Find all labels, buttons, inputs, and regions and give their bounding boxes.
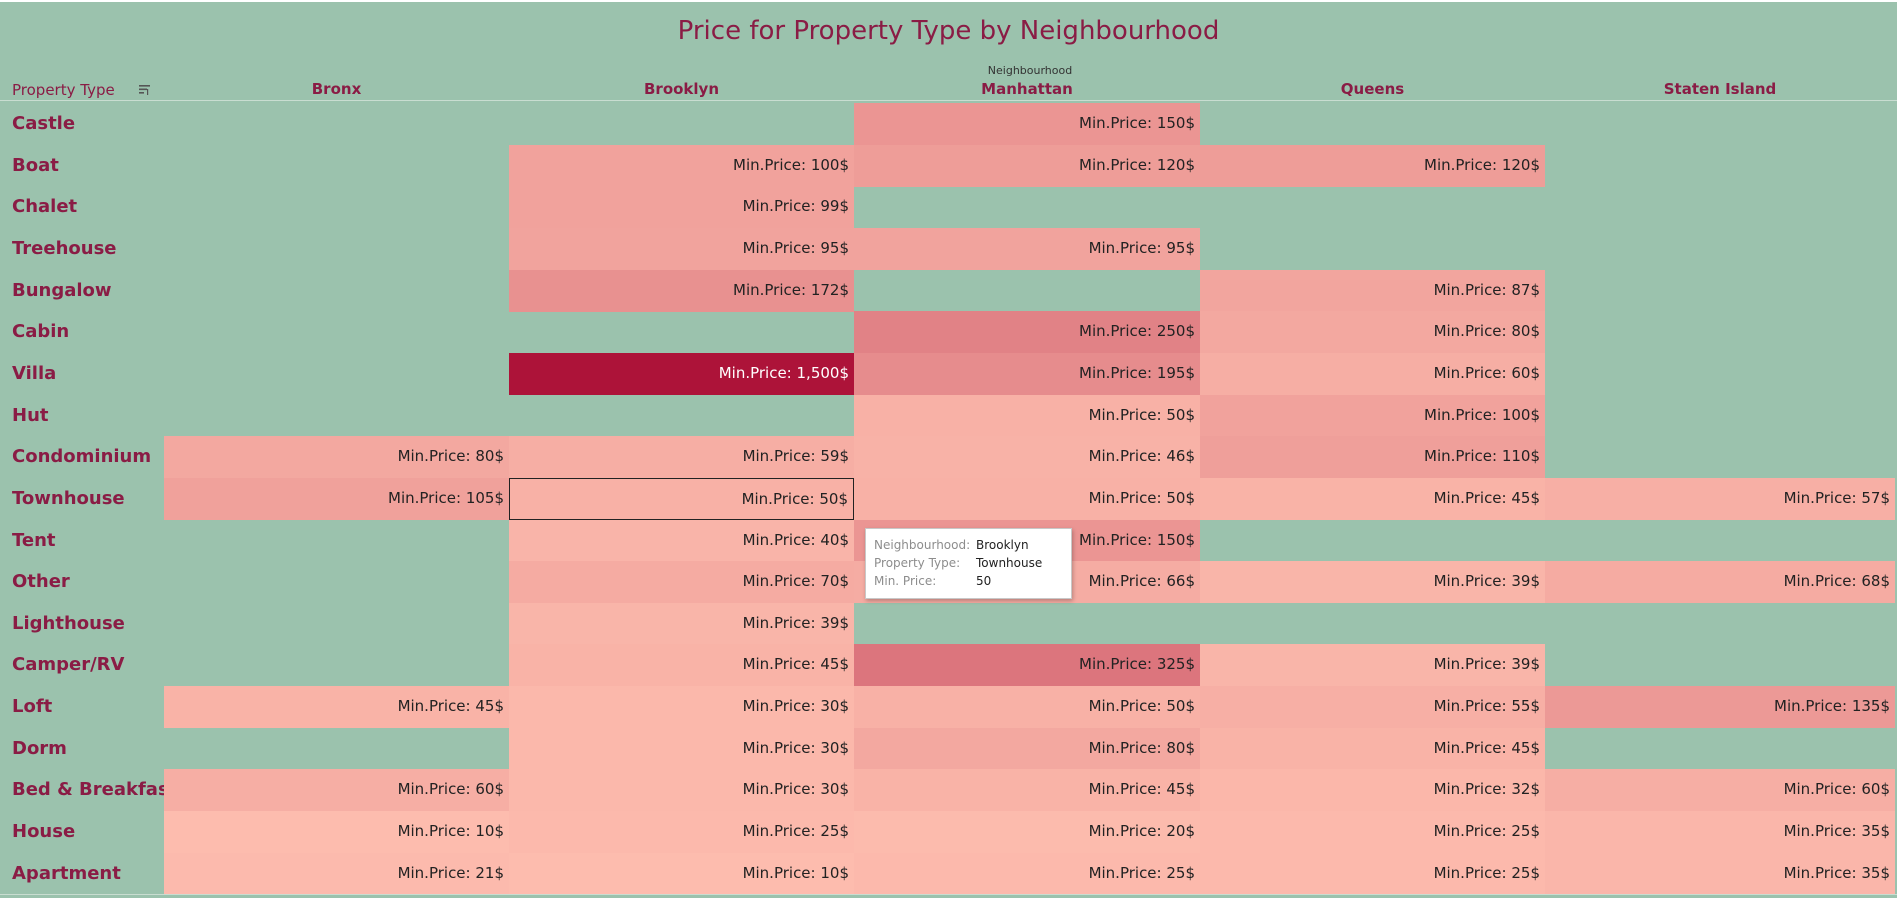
row-label[interactable]: Cabin [12, 321, 70, 343]
heatmap-cell[interactable]: Min.Price: 45$ [854, 769, 1200, 812]
row-label[interactable]: Chalet [12, 196, 78, 218]
heatmap-cell[interactable]: Min.Price: 30$ [509, 769, 854, 812]
tooltip-min-price-row: Min. Price: 50 [874, 574, 991, 590]
heatmap-cell[interactable]: Min.Price: 40$ [509, 519, 854, 562]
row-label[interactable]: Camper/RV [12, 654, 125, 676]
heatmap-cell[interactable]: Min.Price: 120$ [854, 144, 1200, 187]
row-label[interactable]: Treehouse [12, 237, 117, 259]
heatmap-cell[interactable]: Min.Price: 80$ [164, 436, 509, 479]
tooltip-property-type-label: Property Type: [874, 556, 961, 570]
heatmap-cell[interactable]: Min.Price: 50$ [854, 686, 1200, 729]
heatmap-cell[interactable]: Min.Price: 60$ [1200, 352, 1545, 396]
heatmap-cell[interactable]: Min.Price: 99$ [509, 186, 854, 229]
heatmap-cell[interactable]: Min.Price: 25$ [1200, 852, 1545, 895]
row-label[interactable]: Apartment [12, 862, 121, 884]
hover-tooltip: Neighbourhood: Brooklyn Property Type: Tow… [865, 528, 1072, 599]
header-divider [0, 100, 1897, 101]
heatmap-cell[interactable]: Min.Price: 60$ [1545, 769, 1895, 812]
heatmap-cell[interactable]: Min.Price: 10$ [509, 852, 854, 895]
tooltip-neighbourhood-value: Brooklyn [976, 538, 1029, 552]
sort-icon[interactable] [139, 84, 151, 96]
heatmap-cell[interactable]: Min.Price: 80$ [1200, 311, 1545, 354]
heatmap-cell[interactable]: Min.Price: 39$ [1200, 561, 1545, 604]
heatmap-cell[interactable]: Min.Price: 70$ [509, 561, 854, 604]
heatmap-cell[interactable]: Min.Price: 87$ [1200, 269, 1545, 312]
heatmap-cell[interactable]: Min.Price: 172$ [509, 269, 854, 312]
heatmap-cell[interactable]: Min.Price: 59$ [509, 436, 854, 479]
heatmap-cell[interactable]: Min.Price: 57$ [1545, 477, 1895, 521]
heatmap-cell[interactable]: Min.Price: 25$ [1200, 811, 1545, 854]
heatmap-cell[interactable]: Min.Price: 32$ [1200, 769, 1545, 812]
heatmap-cell[interactable]: Min.Price: 80$ [854, 727, 1200, 770]
row-label[interactable]: Villa [12, 362, 57, 384]
heatmap-cell[interactable]: Min.Price: 30$ [509, 727, 854, 770]
heatmap-cell[interactable]: Min.Price: 100$ [509, 144, 854, 187]
heatmap-cell[interactable]: Min.Price: 35$ [1545, 852, 1895, 895]
row-label[interactable]: Castle [12, 113, 76, 134]
heatmap-cell[interactable]: Min.Price: 39$ [509, 602, 854, 646]
heatmap-cell[interactable]: Min.Price: 195$ [854, 352, 1200, 396]
heatmap-cell[interactable]: Min.Price: 95$ [854, 227, 1200, 271]
heatmap-cell[interactable]: Min.Price: 50$ [509, 477, 854, 521]
heatmap-cell[interactable]: Min.Price: 110$ [1200, 436, 1545, 479]
chart-title: Price for Property Type by Neighbourhood [677, 16, 1220, 46]
heatmap-cell[interactable]: Min.Price: 68$ [1545, 561, 1895, 604]
tooltip-property-type-row: Property Type: Townhouse [874, 556, 1042, 572]
row-label[interactable]: House [12, 821, 76, 843]
column-header[interactable]: Manhattan [981, 80, 1073, 98]
heatmap-cell[interactable]: Min.Price: 325$ [854, 644, 1200, 687]
heatmap-cell[interactable]: Min.Price: 250$ [854, 311, 1200, 354]
heatmap-cell[interactable]: Min.Price: 95$ [509, 227, 854, 271]
row-label[interactable]: Tent [12, 529, 56, 551]
row-label[interactable]: Other [12, 571, 70, 593]
heatmap-cell[interactable]: Min.Price: 135$ [1545, 686, 1895, 729]
row-label[interactable]: Loft [12, 696, 53, 718]
tooltip-min-price-value: 50 [976, 574, 992, 588]
heatmap-cell[interactable]: Min.Price: 46$ [854, 436, 1200, 479]
heatmap-cell[interactable]: Min.Price: 39$ [1200, 644, 1545, 687]
heatmap-cell[interactable]: Min.Price: 55$ [1200, 686, 1545, 729]
heatmap-cell[interactable]: Min.Price: 150$ [854, 103, 1200, 146]
tooltip-min-price-label: Min. Price: [874, 574, 937, 588]
heatmap-cell[interactable]: Min.Price: 35$ [1545, 811, 1895, 854]
heatmap-cell[interactable]: Min.Price: 50$ [854, 477, 1200, 521]
column-header[interactable]: Queens [1340, 80, 1405, 98]
heatmap-cell[interactable]: Min.Price: 100$ [1200, 394, 1545, 437]
row-label[interactable]: Dorm [12, 737, 67, 759]
heatmap-cell[interactable]: Min.Price: 45$ [1200, 477, 1545, 521]
heatmap-cell[interactable]: Min.Price: 45$ [164, 686, 509, 729]
heatmap-cell[interactable]: Min.Price: 20$ [854, 811, 1200, 854]
row-header-label: Property Type [12, 81, 115, 99]
column-header[interactable]: Staten Island [1663, 80, 1777, 98]
column-header[interactable]: Brooklyn [643, 80, 719, 98]
row-label[interactable]: Lighthouse [12, 612, 125, 634]
bottom-divider [0, 894, 1897, 895]
heatmap-cell[interactable]: Min.Price: 50$ [854, 394, 1200, 437]
row-label[interactable]: Bungalow [12, 279, 112, 301]
column-group-label: Neighbourhood [987, 64, 1073, 77]
heatmap-cell[interactable]: Min.Price: 60$ [164, 769, 509, 812]
row-label[interactable]: Hut [12, 404, 49, 426]
heatmap-cell[interactable]: Min.Price: 10$ [164, 811, 509, 854]
row-label[interactable]: Boat [12, 154, 59, 176]
heatmap-cell[interactable]: Min.Price: 25$ [854, 852, 1200, 895]
tooltip-property-type-value: Townhouse [976, 556, 1043, 570]
row-label[interactable]: Bed & Breakfast [12, 779, 178, 801]
heatmap-cell[interactable]: Min.Price: 21$ [164, 852, 509, 895]
heatmap-cell[interactable]: Min.Price: 1,500$ [509, 352, 854, 396]
heatmap-cell[interactable]: Min.Price: 105$ [164, 477, 509, 521]
column-header[interactable]: Bronx [311, 80, 362, 98]
tooltip-neighbourhood-row: Neighbourhood: Brooklyn [874, 538, 1029, 554]
heatmap-cell[interactable]: Min.Price: 120$ [1200, 144, 1545, 187]
heatmap-cell[interactable]: Min.Price: 45$ [509, 644, 854, 687]
row-label[interactable]: Condominium [12, 446, 152, 468]
tooltip-neighbourhood-label: Neighbourhood: [874, 538, 971, 552]
heatmap-cell[interactable]: Min.Price: 45$ [1200, 727, 1545, 770]
row-label[interactable]: Townhouse [12, 487, 125, 509]
heatmap-cell[interactable]: Min.Price: 25$ [509, 811, 854, 854]
heatmap-cell[interactable]: Min.Price: 30$ [509, 686, 854, 729]
